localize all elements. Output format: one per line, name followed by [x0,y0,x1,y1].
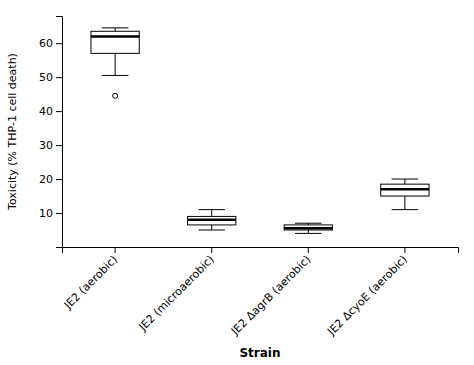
x-tick-label: JE2 (microaerobic) [136,253,217,334]
x-tick-label: JE2 ΔcyoE (aerobic) [324,253,410,339]
y-tick: 40 [39,105,62,118]
x-tick-mark [115,247,116,253]
lower-whisker [115,53,116,75]
y-axis-title: Toxicity (% THP-1 cell death) [6,53,19,211]
y-tick: 20 [39,173,62,186]
y-tick-label: 40 [39,105,53,118]
x-axis: JE2 (aerobic) JE2 (microaerobic)JE2 ΔagrB… [61,247,459,339]
upper-whisker [404,179,405,184]
median [381,188,429,191]
box-group [188,210,236,230]
lower-cap [198,230,225,231]
lower-cap [102,75,129,76]
upper-cap [295,223,322,224]
upper-cap [198,209,225,210]
y-tick-mark [56,145,62,146]
x-axis-title: Strain [239,346,280,360]
plot: 10 20 30 40 50 60 JE2 (aerobic) JE2 (microaerob… [39,17,459,339]
box [91,31,139,53]
y-tick: 50 [39,71,62,84]
y-axis-line [56,17,63,248]
upper-cap [392,179,419,180]
median [284,227,332,230]
box [381,184,429,196]
lower-whisker [308,230,309,233]
y-tick-mark [56,111,62,112]
x-tick-label: JE2 ΔagrB (aerobic) [228,253,313,338]
x-tick-mark [404,247,405,253]
box [188,216,236,224]
lower-whisker [404,196,405,210]
y-tick: 10 [39,207,62,220]
y-tick-label: 20 [39,173,53,186]
lower-cap [295,233,322,234]
y-tick-label: 50 [39,71,53,84]
x-tick-mark [308,247,309,253]
lower-cap [392,209,419,210]
upper-whisker [211,210,212,217]
x-tick: JE2 ΔagrB (aerobic) [228,247,313,338]
x-tick: JE2 ΔcyoE (aerobic) [324,247,410,339]
y-tick-label: 60 [39,37,53,50]
lower-whisker [211,225,212,230]
upper-whisker [115,28,116,31]
box-group [381,179,429,210]
median [91,35,139,38]
y-axis: 10 20 30 40 50 60 [39,17,63,248]
flier [113,93,118,98]
y-tick-mark [56,213,62,214]
x-axis-line [63,248,459,254]
y-tick: 30 [39,139,62,152]
x-tick: JE2 (microaerobic) [136,247,217,334]
y-tick-label: 30 [39,139,53,152]
chart: 10 20 30 40 50 60 JE2 (aerobic) JE2 (microaerob… [0,0,474,365]
y-tick: 60 [39,37,62,50]
box-group [91,28,139,98]
box-group [284,223,332,233]
upper-cap [102,27,129,28]
box [284,225,332,230]
x-tick: JE2 (aerobic) [61,247,120,312]
x-tick-label: JE2 (aerobic) [61,253,120,312]
y-tick-mark [56,43,62,44]
boxes [91,28,429,234]
median [188,219,236,222]
y-tick-mark [56,179,62,180]
y-tick-label: 10 [39,207,53,220]
x-tick-mark [211,247,212,253]
y-tick-mark [56,77,62,78]
